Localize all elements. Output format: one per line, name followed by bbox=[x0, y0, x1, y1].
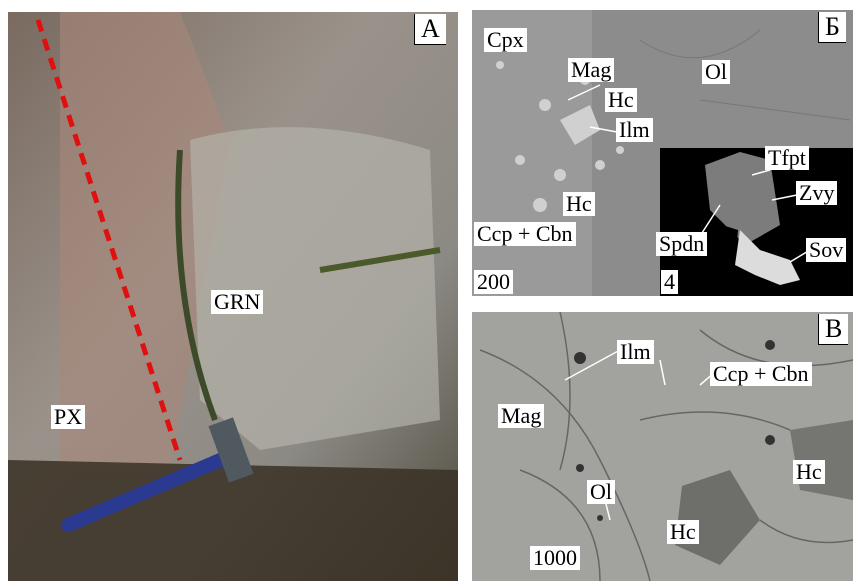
label: PX bbox=[51, 405, 85, 429]
panel-letter: Б bbox=[818, 12, 846, 43]
label: Ccp + Cbn bbox=[474, 222, 576, 246]
label: Ol bbox=[587, 480, 615, 504]
label: Ccp + Cbn bbox=[710, 362, 812, 386]
label: Ilm bbox=[616, 118, 653, 142]
label: Mag bbox=[568, 58, 614, 82]
label: Hc bbox=[667, 520, 699, 544]
figure bbox=[0, 0, 853, 581]
label: Spdn bbox=[656, 232, 707, 256]
panel-letter: В bbox=[818, 314, 848, 345]
page: {"panels": [ {"letter": "А", "labels": [… bbox=[0, 0, 853, 581]
label: Mag bbox=[498, 404, 544, 428]
label: Hc bbox=[605, 88, 637, 112]
label: GRN bbox=[211, 290, 263, 314]
label: Zvy bbox=[796, 181, 837, 205]
panel-letter: А bbox=[414, 14, 446, 45]
label: Tfpt bbox=[765, 146, 809, 170]
label: Hc bbox=[793, 460, 825, 484]
scale-label: 1000 bbox=[530, 546, 580, 570]
label: Ol bbox=[702, 60, 730, 84]
label: Hc bbox=[563, 192, 595, 216]
label: Cpx bbox=[484, 28, 527, 52]
label: Sov bbox=[806, 238, 846, 262]
scale-label: 200 bbox=[474, 270, 513, 294]
scale-label: 4 bbox=[661, 270, 678, 294]
label: Ilm bbox=[617, 340, 654, 364]
panel-c-image bbox=[472, 312, 853, 581]
